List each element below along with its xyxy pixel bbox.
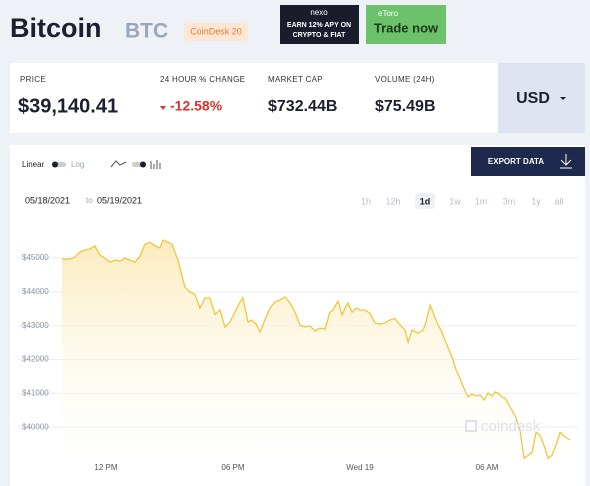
stat-label: PRICE — [20, 75, 46, 84]
stat-label: MARKET CAP — [268, 75, 323, 84]
x-tick-label: 06 PM — [221, 463, 244, 472]
coin-title: Bitcoin — [10, 13, 102, 43]
range-button[interactable]: all — [554, 196, 563, 206]
stat-value: $39,140.41 — [18, 95, 118, 117]
ad-etoro-brand: eToro — [378, 9, 399, 18]
range-button[interactable]: 12h — [385, 196, 400, 206]
coin-symbol: BTC — [125, 20, 168, 43]
range-button[interactable]: 1y — [531, 196, 541, 206]
scale-log[interactable]: Log — [71, 160, 84, 169]
stat-value: $75.49B — [375, 98, 436, 115]
ad-nexo-line: CRYPTO & FIAT — [293, 32, 346, 39]
watermark-logo — [465, 420, 477, 432]
ad-etoro[interactable] — [366, 5, 446, 44]
stat-label: VOLUME (24H) — [375, 75, 435, 84]
currency[interactable]: USD — [516, 90, 550, 107]
caret — [560, 97, 566, 100]
currency-button[interactable] — [498, 63, 585, 133]
range-button[interactable]: 1h — [361, 196, 371, 206]
stat-value: $732.44B — [268, 98, 337, 115]
range-button[interactable]: 1d — [420, 196, 431, 206]
stat-value: -12.58% — [170, 98, 223, 114]
area — [61, 240, 571, 461]
scale-linear[interactable]: Linear — [22, 160, 45, 169]
y-tick-label: $42000 — [22, 355, 49, 364]
export-label[interactable]: EXPORT DATA — [488, 157, 544, 166]
x-tick-label: 06 AM — [476, 463, 499, 472]
toggle-knob — [52, 161, 58, 168]
x-tick-label: Wed 19 — [346, 463, 374, 472]
badge[interactable]: CoinDesk 20 — [190, 26, 242, 36]
badge-bg[interactable] — [184, 23, 248, 41]
stats-panel — [10, 63, 585, 133]
toggle-knob — [140, 161, 146, 168]
y-tick-label: $45000 — [22, 253, 49, 262]
stat-label: 24 HOUR % CHANGE — [160, 75, 245, 84]
watermark: coindesk — [481, 418, 541, 435]
download-icon — [560, 154, 572, 169]
ad-nexo-brand: nexo — [310, 8, 328, 17]
down-arrow — [160, 106, 166, 110]
range-button[interactable]: 3m — [503, 196, 516, 206]
x-tick-label: 12 PM — [94, 463, 117, 472]
date-from[interactable]: 05/18/2021 — [25, 195, 70, 205]
y-tick-label: $40000 — [22, 422, 49, 431]
ad-nexo-line: EARN 12% APY ON — [287, 22, 351, 29]
line-icon[interactable] — [110, 160, 127, 168]
price-line — [61, 239, 571, 460]
y-tick-label: $44000 — [22, 287, 49, 296]
ad-etoro-cta: Trade now — [374, 20, 439, 35]
range-button[interactable]: 1w — [449, 196, 461, 206]
bar-icon[interactable] — [150, 160, 161, 169]
range-button[interactable]: 1m — [475, 196, 488, 206]
range-selected[interactable] — [415, 193, 435, 209]
date-to[interactable]: 05/19/2021 — [97, 195, 142, 205]
ad-nexo[interactable] — [280, 5, 359, 44]
date-sep: to — [86, 196, 93, 205]
y-tick-label: $41000 — [22, 388, 49, 397]
y-tick-label: $43000 — [22, 321, 49, 330]
